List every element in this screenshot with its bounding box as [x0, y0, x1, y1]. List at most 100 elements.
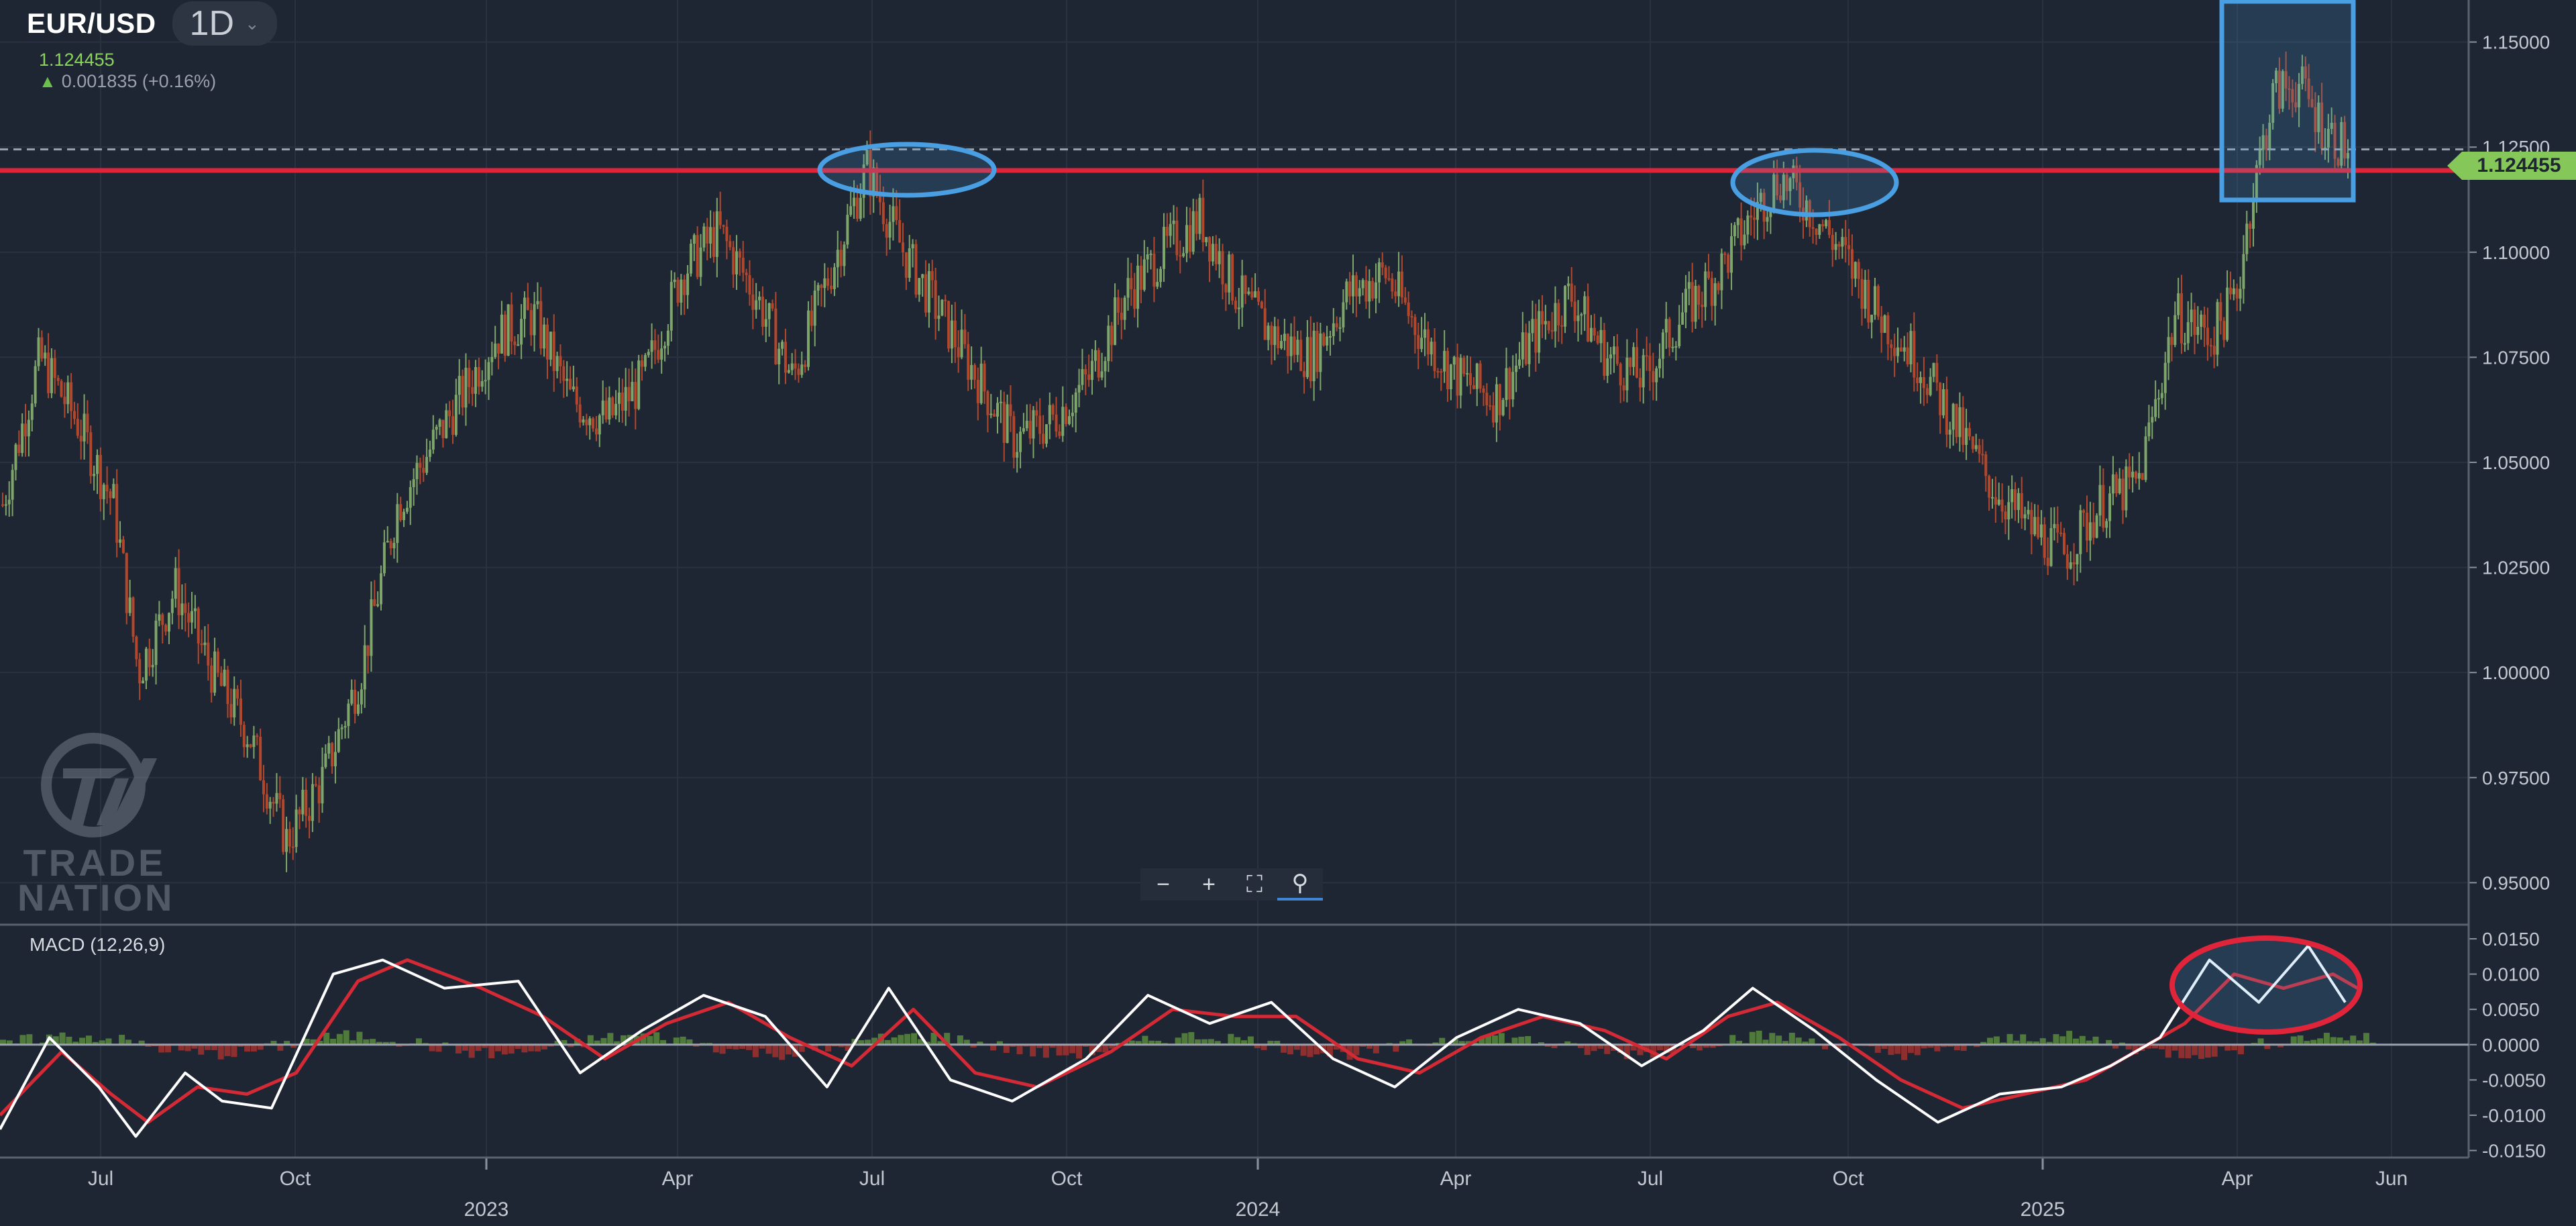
candle-body [331, 743, 334, 767]
candle-body [2088, 522, 2092, 541]
candle-body [239, 698, 242, 725]
candle-body [2330, 122, 2333, 130]
candle-body [105, 484, 109, 492]
macd-histogram-bar [653, 1032, 660, 1045]
zoom-in-button[interactable]: + [1186, 868, 1232, 901]
candle-body [1449, 364, 1452, 389]
candle-body [741, 258, 745, 273]
macd-histogram-bar [1987, 1037, 1994, 1045]
candle-body [2065, 554, 2069, 569]
candle-body [262, 780, 265, 795]
macd-histogram-bar [1195, 1039, 1201, 1045]
macd-histogram-bar [1525, 1036, 1532, 1045]
candle-body [2023, 514, 2027, 519]
symbol-label[interactable]: EUR/USD [27, 7, 156, 39]
candle-body [249, 744, 252, 748]
candle-body [1681, 312, 1684, 325]
candle-body [431, 429, 435, 450]
candle-body [751, 294, 755, 310]
candle-body [1205, 237, 1208, 243]
candle-body [1886, 315, 1890, 345]
candle-body [1554, 303, 1557, 331]
candle-body [1948, 429, 1951, 435]
candle-body [402, 511, 406, 521]
candle-body [1136, 265, 1140, 309]
candle-body [666, 330, 669, 346]
candle-body [83, 413, 86, 442]
candle-body [2167, 337, 2170, 363]
candle-body [692, 235, 696, 244]
macd-histogram-bar [1921, 1044, 1927, 1049]
macd-histogram-bar [2304, 1041, 2310, 1045]
candle-body [256, 735, 259, 737]
candle-body [1211, 244, 1214, 262]
candle-body [2098, 484, 2102, 516]
candle-body [1482, 388, 1485, 393]
candle-body [1110, 325, 1114, 346]
candle-body [1837, 244, 1841, 247]
price-tick-label: 1.05000 [2482, 452, 2550, 473]
candle-body [2049, 528, 2053, 566]
candle-body [1880, 316, 1883, 334]
candle-body [405, 507, 409, 512]
candle-body [2134, 471, 2137, 479]
candle-body [1988, 476, 1991, 498]
candle-body [1544, 321, 1547, 325]
candle-body [1704, 271, 1707, 307]
zoom-out-button[interactable]: − [1140, 868, 1186, 901]
macd-signal-line [0, 958, 2359, 1124]
macd-histogram-bar [1406, 1039, 1413, 1045]
candle-body [89, 432, 93, 476]
candle-body [2196, 327, 2200, 336]
candle-body [1678, 324, 1681, 346]
macd-histogram-bar [224, 1044, 231, 1056]
fit-screen-button[interactable]: ⛶ [1232, 868, 1277, 901]
candle-body [621, 392, 624, 411]
candle-body [800, 364, 804, 375]
macd-histogram-bar [1188, 1032, 1195, 1045]
candle-body [2111, 474, 2114, 494]
candle-body [1277, 326, 1280, 348]
candle-body [1466, 373, 1469, 375]
macd-histogram-bar [250, 1044, 257, 1052]
price-tick-label: 0.97500 [2482, 768, 2550, 788]
macd-histogram-bar [1082, 1044, 1089, 1047]
candle-body [1397, 271, 1401, 297]
candle-body [1293, 336, 1296, 355]
candle-body [1750, 215, 1753, 218]
macd-histogram-bar [2337, 1037, 2343, 1045]
candle-body [784, 342, 787, 373]
macd-histogram-bar [370, 1039, 376, 1045]
macd-histogram-bar [1544, 1044, 1551, 1047]
magnify-button[interactable]: ⚲ [1277, 868, 1323, 901]
timeframe-selector[interactable]: 1D ⌄ [172, 1, 277, 46]
candle-body [960, 329, 963, 358]
candle-body [950, 320, 953, 349]
candle-body [895, 206, 898, 220]
macd-histogram-bar [917, 1039, 924, 1045]
candle-body [298, 809, 301, 815]
macd-histogram-bar [1947, 1044, 1953, 1047]
candle-body [1462, 358, 1466, 374]
candle-body [259, 736, 262, 780]
candle-body [1965, 427, 1968, 445]
candle-body [308, 815, 311, 821]
candle-body [598, 415, 601, 435]
macd-histogram-bar [1630, 1044, 1637, 1051]
macd-histogram-bar [2066, 1031, 2073, 1045]
macd-tick-label: 0.0050 [2482, 999, 2540, 1020]
candle-body [1606, 358, 1609, 376]
candle-body [1557, 303, 1560, 325]
candle-body [804, 364, 807, 367]
candle-body [1991, 497, 1994, 499]
macd-histogram-bar [2192, 1044, 2198, 1056]
trade-nation-logo-icon [41, 733, 157, 837]
candle-body [846, 215, 849, 245]
candle-body [1593, 327, 1596, 336]
macd-line [0, 944, 2347, 1138]
candle-body [72, 411, 76, 419]
candle-body [738, 251, 741, 258]
candle-body [154, 620, 158, 665]
candle-body [627, 387, 631, 401]
